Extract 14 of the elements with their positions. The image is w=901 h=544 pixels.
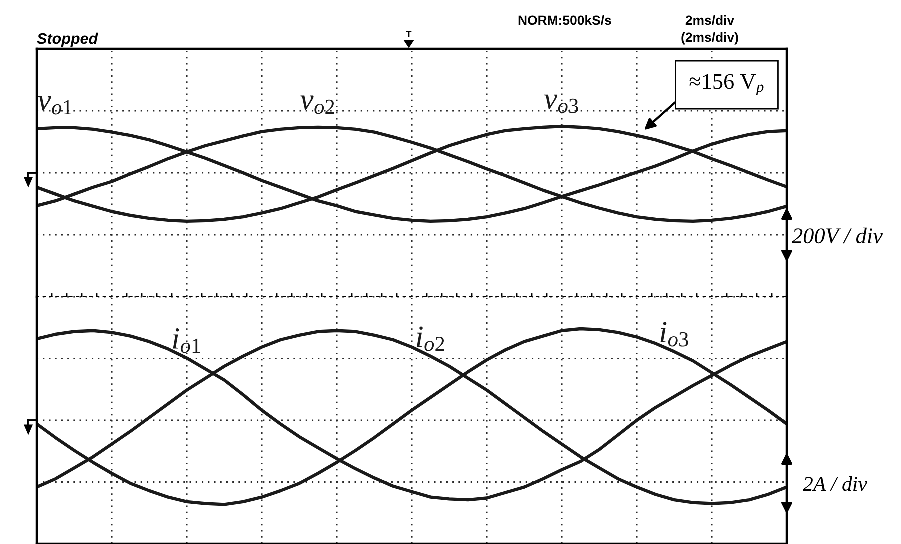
text: NORM:500kS/s xyxy=(518,15,612,26)
text: T xyxy=(406,31,412,38)
text: 200V / div xyxy=(792,228,883,244)
series-label: i$_{o1}$ xyxy=(173,328,200,354)
text: Stopped xyxy=(37,32,98,48)
text: (2ms/div) xyxy=(682,32,738,45)
series-label: i$_{o3}$ xyxy=(660,322,688,347)
series-label: v$_{o1}$ xyxy=(38,96,72,115)
text: 2A / div xyxy=(803,476,868,492)
series-label: i$_{o2}$ xyxy=(417,326,444,352)
text: 2ms/div xyxy=(686,15,735,26)
series-label: v$_{o3}$ xyxy=(544,94,578,114)
series-label: v$_{o2}$ xyxy=(300,96,334,114)
text: ≈156 V$_{p}$ xyxy=(690,74,764,96)
